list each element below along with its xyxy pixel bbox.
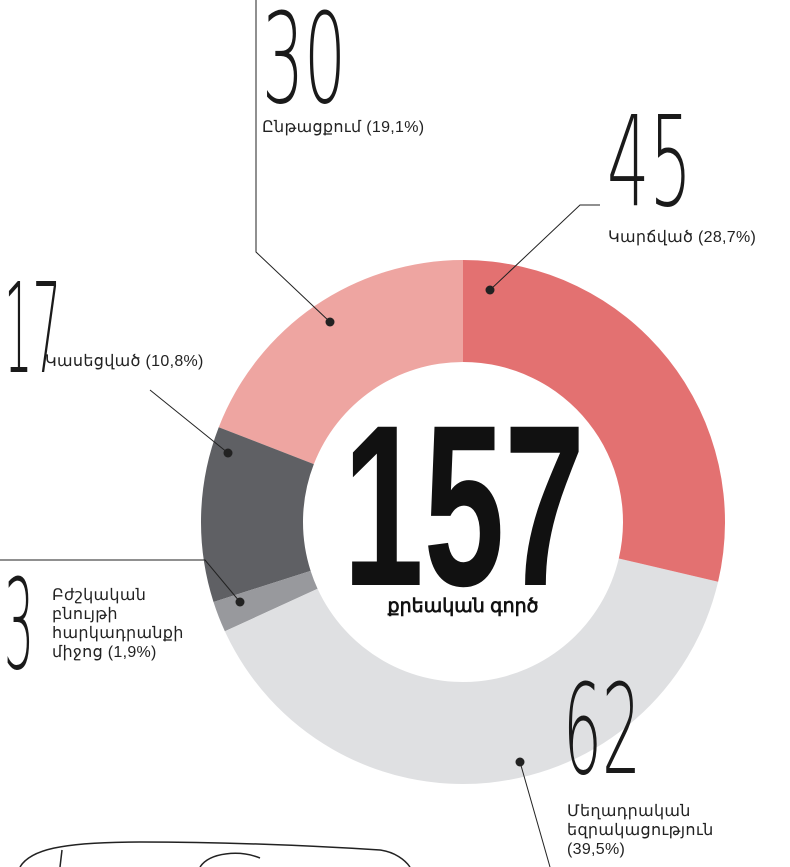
segment-label: Ընթացքում (19,1%) [262, 118, 512, 137]
leader-dot [326, 318, 335, 327]
leader-line [520, 762, 550, 867]
segment-label: Մեղադրական եզրակացություն (39,5%) [567, 802, 737, 859]
segment-value: 17 [4, 257, 61, 402]
segment-value: 45 [607, 90, 692, 235]
segment-label: Կասեցված (10,8%) [45, 352, 245, 371]
page: 456231730157քրեական գործ Կարճված (28,7%)… [0, 0, 790, 867]
segment-value: 62 [563, 658, 641, 803]
doodle [20, 842, 410, 867]
leader-dot [516, 758, 525, 767]
segment-label: Կարճված (28,7%) [608, 228, 790, 247]
segment-value: 30 [262, 0, 346, 132]
leader-dot [486, 286, 495, 295]
segment-label: Բժշկական բնույթի հարկադրանքի միջոց (1,9%… [52, 586, 202, 662]
segment-value: 3 [4, 553, 34, 698]
center-label: քրեական գործ [388, 596, 539, 617]
leader-line [150, 390, 228, 453]
leader-dot [236, 598, 245, 607]
leader-dot [224, 449, 233, 458]
